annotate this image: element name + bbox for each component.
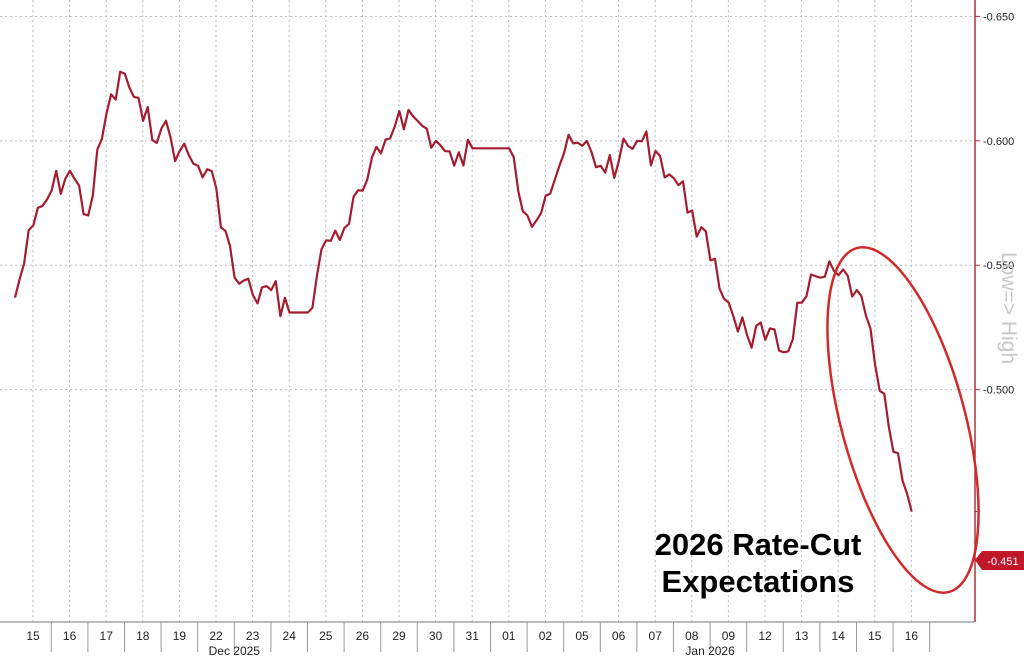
x-tick-label: 02 bbox=[539, 629, 553, 643]
x-tick-label: 17 bbox=[100, 629, 114, 643]
x-tick-label: 01 bbox=[502, 629, 516, 643]
x-axis: 15 16 17 18 19 22 23 24 25 26 29 30 31 01 02 05 06 07 08 09… bbox=[26, 622, 929, 652]
month-label: Dec 2025 bbox=[209, 644, 261, 658]
y-axis-label: Low=> High bbox=[997, 252, 1020, 364]
x-tick-label: 05 bbox=[575, 629, 589, 643]
x-tick-label: 06 bbox=[612, 629, 626, 643]
x-tick-label: 13 bbox=[795, 629, 809, 643]
y-tick-label: -0.500 bbox=[983, 385, 1014, 397]
y-tick-label: -0.650 bbox=[983, 11, 1014, 23]
x-tick-label: 16 bbox=[63, 629, 77, 643]
x-tick-label: 31 bbox=[466, 629, 480, 643]
x-tick-label: 25 bbox=[319, 629, 333, 643]
x-tick-label: 08 bbox=[685, 629, 699, 643]
month-labels: Dec 2025 Jan 2026 bbox=[209, 644, 735, 658]
horizontal-gridlines bbox=[0, 16, 975, 389]
x-tick-label: 09 bbox=[722, 629, 736, 643]
last-value-label: -0.451 bbox=[987, 556, 1018, 568]
annotation-line-2: Expectations bbox=[662, 564, 855, 599]
x-tick-label: 12 bbox=[758, 629, 772, 643]
x-tick-label: 18 bbox=[136, 629, 150, 643]
x-tick-label: 23 bbox=[246, 629, 260, 643]
x-tick-label: 26 bbox=[356, 629, 370, 643]
x-tick-label: 19 bbox=[173, 629, 187, 643]
x-tick-label: 30 bbox=[429, 629, 443, 643]
x-tick-label: 16 bbox=[905, 629, 919, 643]
x-tick-label: 29 bbox=[392, 629, 406, 643]
x-tick-label: 07 bbox=[649, 629, 663, 643]
annotation-line-1: 2026 Rate-Cut bbox=[655, 527, 862, 562]
x-tick-label: 22 bbox=[209, 629, 223, 643]
series-line bbox=[15, 72, 912, 512]
y-tick-label: -0.600 bbox=[983, 136, 1014, 148]
x-tick-label: 24 bbox=[283, 629, 297, 643]
series-group bbox=[15, 72, 912, 512]
month-label: Jan 2026 bbox=[685, 644, 735, 658]
x-tick-label: 15 bbox=[868, 629, 882, 643]
x-tick-label: 15 bbox=[26, 629, 40, 643]
last-value-badge: -0.451 bbox=[975, 551, 1024, 570]
x-tick-label: 14 bbox=[832, 629, 846, 643]
